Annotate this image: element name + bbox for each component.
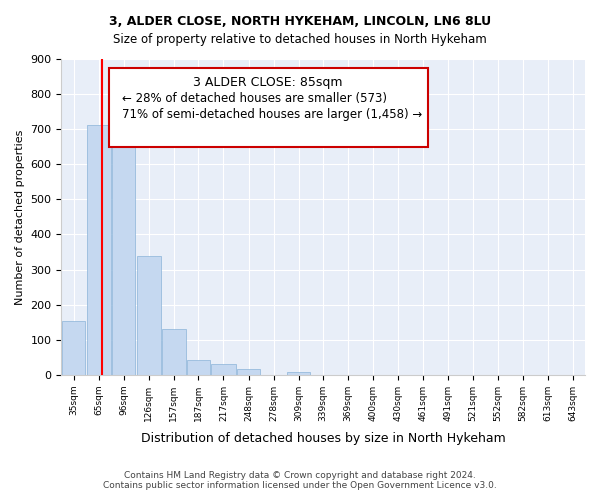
Bar (162, 329, 185, 375)
Text: ← 28% of detached houses are smaller (573): ← 28% of detached houses are smaller (57… (122, 92, 386, 105)
FancyBboxPatch shape (109, 68, 428, 148)
Bar (187, 360, 210, 375)
X-axis label: Distribution of detached houses by size in North Hykeham: Distribution of detached houses by size … (141, 432, 506, 445)
Text: 3, ALDER CLOSE, NORTH HYKEHAM, LINCOLN, LN6 8LU: 3, ALDER CLOSE, NORTH HYKEHAM, LINCOLN, … (109, 15, 491, 28)
Y-axis label: Number of detached properties: Number of detached properties (15, 129, 25, 304)
Text: 71% of semi-detached houses are larger (1,458) →: 71% of semi-detached houses are larger (… (122, 108, 422, 121)
Bar (287, 372, 310, 375)
Bar (112, 148, 136, 375)
Bar (211, 364, 236, 375)
Text: 3 ALDER CLOSE: 85sqm: 3 ALDER CLOSE: 85sqm (193, 76, 343, 90)
Bar (86, 125, 111, 375)
Bar (62, 322, 85, 375)
Text: Contains HM Land Registry data © Crown copyright and database right 2024.
Contai: Contains HM Land Registry data © Crown c… (103, 470, 497, 490)
Text: Size of property relative to detached houses in North Hykeham: Size of property relative to detached ho… (113, 32, 487, 46)
Bar (237, 369, 260, 375)
Bar (137, 256, 161, 375)
